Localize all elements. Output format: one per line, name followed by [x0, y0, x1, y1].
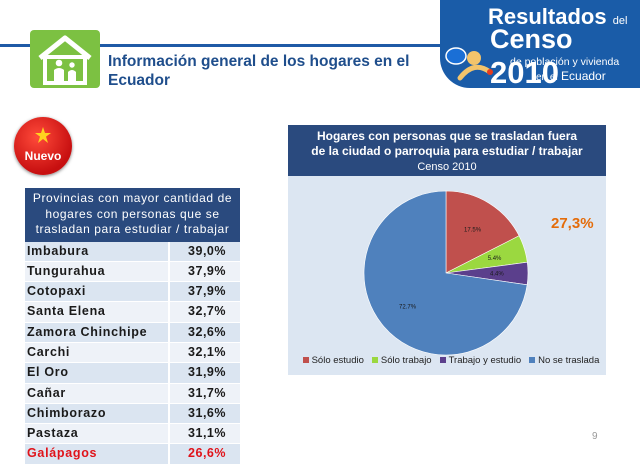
- legend-swatch: [529, 357, 536, 364]
- legend-item: Trabajo y estudio: [439, 355, 522, 366]
- censo-logo: Resultados del Censo 2010 de población y…: [440, 0, 640, 90]
- legend-swatch: [371, 357, 378, 364]
- table-header: Provincias con mayor cantidad de hogares…: [25, 188, 240, 242]
- table-row: Pastaza 31,1%: [25, 424, 240, 445]
- pie-data-label: 72.7%: [399, 304, 417, 310]
- province-value: 32,6%: [170, 322, 240, 342]
- pie-data-label: 4.4%: [490, 271, 504, 277]
- province-value: 31,6%: [170, 403, 240, 424]
- legend-label: Sólo trabajo: [380, 355, 432, 366]
- brand-tagline: de población y vivienda: [510, 56, 620, 68]
- chart-title: Hogares con personas que se trasladan fu…: [288, 125, 606, 161]
- table-row: Chimborazo 31,6%: [25, 403, 240, 425]
- brand-country: en el Ecuador: [536, 69, 606, 83]
- province-name: Carchi: [25, 342, 168, 363]
- legend-item: No se traslada: [529, 355, 599, 366]
- legend-label: Trabajo y estudio: [448, 355, 522, 366]
- house-family-icon: [30, 30, 100, 88]
- province-value: 39,0%: [170, 241, 240, 261]
- province-value: 31,9%: [170, 363, 240, 383]
- province-name: Galápagos: [25, 444, 168, 464]
- province-name: Cotopaxi: [25, 282, 168, 302]
- chart-subtitle: Censo 2010: [288, 161, 606, 176]
- pie-chart: 17.5% 5.4% 4.4% 72.7%: [363, 190, 529, 356]
- province-value: 26,6%: [170, 444, 240, 464]
- brand-censo: Censo 2010: [490, 24, 573, 90]
- province-value: 32,1%: [170, 342, 240, 363]
- table-row: Carchi 32,1%: [25, 342, 240, 364]
- pie-slice-3: [363, 190, 528, 356]
- header-divider: [0, 44, 640, 47]
- province-name: Chimborazo: [25, 403, 168, 424]
- legend-swatch: [302, 357, 309, 364]
- mascot-icon: [445, 47, 493, 81]
- legend-label: Sólo estudio: [311, 355, 364, 366]
- page-title: Información general de los hogares en el…: [108, 52, 438, 90]
- chart-legend: Sólo estudio Sólo trabajo Trabajo y estudi…: [296, 355, 606, 366]
- table-row-highlight: Galápagos 26,6%: [25, 444, 240, 465]
- pie-chart-panel: Hogares con personas que se trasladan fu…: [288, 125, 606, 375]
- province-name: Imbabura: [25, 241, 168, 261]
- pie-data-label: 5.4%: [488, 256, 502, 262]
- table-header-line: trasladan para estudiar / trabajar: [35, 222, 230, 236]
- table-row: El Oro 31,9%: [25, 363, 240, 384]
- title-line-1: Información general de los hogares en el: [108, 53, 410, 70]
- table-row: Tungurahua 37,9%: [25, 261, 240, 283]
- table-row: Santa Elena 32,7%: [25, 302, 240, 323]
- star-icon: [35, 127, 51, 143]
- chart-title-line: Hogares con personas que se trasladan fu…: [316, 129, 578, 143]
- table-row: Zamora Chinchipe 32,6%: [25, 322, 240, 343]
- chart-title-line: de la ciudad o parroquia para estudiar /…: [311, 144, 583, 158]
- province-name: Pastaza: [25, 424, 168, 444]
- pie-slice-0: [445, 190, 520, 274]
- province-value: 37,9%: [170, 282, 240, 302]
- province-name: Tungurahua: [25, 261, 168, 282]
- brand-resultados: Resultados del: [488, 4, 628, 29]
- nuevo-label: Nuevo: [24, 149, 62, 163]
- province-value: 37,9%: [170, 261, 240, 282]
- title-line-2: Ecuador: [108, 72, 171, 89]
- highlight-percentage: 27,3%: [551, 215, 594, 232]
- legend-item: Sólo estudio: [302, 355, 364, 366]
- province-name: Cañar: [25, 383, 168, 403]
- province-value: 31,1%: [170, 424, 240, 444]
- table-header-line: hogares con personas que se: [45, 206, 220, 221]
- province-value: 32,7%: [170, 302, 240, 322]
- page-number: 9: [592, 431, 598, 442]
- nuevo-badge: Nuevo: [14, 117, 72, 175]
- pie-data-label: 17.5%: [464, 228, 482, 234]
- provinces-table: Provincias con mayor cantidad de hogares…: [25, 188, 240, 465]
- province-name: El Oro: [25, 363, 168, 383]
- table-row: Cañar 31,7%: [25, 383, 240, 404]
- legend-label: No se traslada: [538, 355, 600, 366]
- province-value: 31,7%: [170, 383, 240, 403]
- legend-swatch: [439, 357, 446, 364]
- province-name: Zamora Chinchipe: [25, 322, 168, 342]
- table-row: Imbabura 39,0%: [25, 241, 240, 262]
- table-row: Cotopaxi 37,9%: [25, 282, 240, 303]
- legend-item: Sólo trabajo: [371, 355, 432, 366]
- table-header-line: Provincias con mayor cantidad de: [32, 191, 233, 205]
- province-name: Santa Elena: [25, 302, 168, 322]
